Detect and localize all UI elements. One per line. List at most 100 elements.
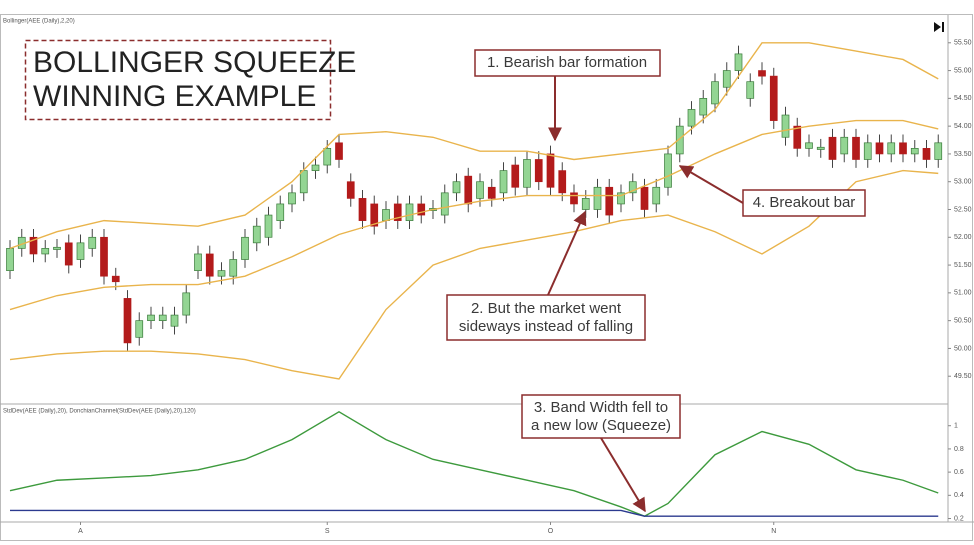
candle-body [487, 186, 496, 199]
candle-body [182, 292, 191, 316]
candle-body [793, 125, 802, 149]
x-tick-label: A [78, 528, 83, 535]
y-tick-label: 0.8 [954, 446, 964, 453]
candle-body [440, 192, 449, 216]
candle-body [640, 186, 649, 210]
y-tick-label: 0.4 [954, 492, 964, 499]
candle-body [675, 125, 684, 155]
candle-body [875, 142, 884, 155]
candle-body [452, 181, 461, 194]
x-tick-label: O [548, 528, 554, 535]
candle-body [170, 314, 179, 327]
candle-body [593, 186, 602, 210]
candle-body [358, 198, 367, 221]
candle-body [252, 225, 261, 244]
candle-body [323, 148, 332, 166]
candle-body [628, 181, 637, 194]
candle-body [370, 203, 379, 227]
title-box [24, 39, 332, 121]
annotation: 3. Band Width fell to [534, 399, 668, 416]
candle-body [264, 214, 273, 238]
annotation-box [446, 294, 646, 341]
candle-body [405, 203, 414, 221]
candle-body [887, 142, 896, 155]
y-tick-label: 53.50 [954, 151, 972, 158]
y-tick-label: 1 [954, 423, 958, 430]
candle-body [687, 109, 696, 127]
annotation-box [521, 394, 681, 439]
candle-body [76, 242, 85, 260]
candle-body [863, 142, 872, 160]
arrow [678, 165, 744, 204]
y-tick-label: 0.2 [954, 515, 964, 522]
candle-body [53, 246, 61, 250]
candle-body [722, 70, 731, 88]
candle-body [393, 203, 402, 221]
candle-body [288, 192, 296, 205]
arrow [600, 437, 646, 513]
candle-body [29, 236, 38, 255]
panel-label: Bollinger(AEE (Daily),2,20) [3, 19, 75, 25]
candle-body [276, 203, 285, 221]
candle-body [534, 159, 543, 183]
candle-body [664, 153, 672, 188]
candle-body [652, 186, 661, 205]
y-tick-label: 50.50 [954, 317, 972, 324]
candle-body [570, 192, 578, 205]
candle-body [147, 314, 155, 321]
candle-body [511, 164, 520, 188]
line [9, 169, 939, 380]
candle-body [781, 114, 790, 138]
y-tick-label: 50.00 [954, 345, 972, 352]
candle-body [546, 153, 555, 188]
x-tick-label: N [771, 528, 776, 535]
candle-body [123, 298, 132, 344]
candle-body [241, 236, 249, 260]
y-tick-label: 55.00 [954, 67, 972, 74]
y-tick-label: 54.50 [954, 95, 972, 102]
candle-body [746, 81, 755, 99]
arrow [547, 210, 587, 296]
candle-body [922, 148, 931, 160]
panel-label: StdDev(AEE (Daily),20), DonchianChannel(… [3, 409, 196, 415]
y-tick-label: 52.00 [954, 234, 972, 241]
candle-body [382, 209, 390, 221]
candle-body [464, 175, 473, 205]
candle-body [100, 236, 108, 277]
candle-body [64, 242, 73, 266]
candle-body [88, 236, 97, 249]
candle-body [910, 148, 919, 155]
annotation: 4. Breakout bar [753, 194, 856, 211]
candle-body [840, 136, 849, 155]
line [9, 410, 939, 517]
y-tick-label: 0.6 [954, 469, 964, 476]
candle-body [417, 203, 426, 216]
candle-body [41, 248, 50, 255]
candle-body [734, 53, 743, 71]
y-tick-label: 55.50 [954, 40, 972, 47]
candle-body [499, 170, 508, 194]
candle-body [205, 253, 214, 277]
candle-body [335, 142, 343, 160]
candle-body [711, 81, 719, 105]
candle-body [617, 192, 625, 205]
play-icon[interactable] [934, 22, 944, 32]
marks: 49.50 50.00 50.50 51.00 51.50 52.00 52.50 53.00… [6, 40, 972, 535]
y-tick-label: 51.00 [954, 290, 972, 297]
annotation: 2. But the market went [471, 300, 622, 317]
candle-body [934, 142, 943, 160]
candle-body [299, 170, 308, 194]
annotation: sideways instead of falling [459, 318, 633, 335]
candle-body [476, 181, 484, 199]
candle-body [111, 275, 120, 283]
candle-body [758, 70, 766, 77]
title-line: WINNING EXAMPLE [33, 80, 316, 113]
line [9, 119, 939, 311]
candle-body [805, 142, 813, 149]
title-line: BOLLINGER SQUEEZE [33, 46, 356, 79]
candle-body [558, 170, 567, 194]
candle-body [194, 253, 202, 271]
annotation: a new low (Squeeze) [531, 417, 671, 434]
